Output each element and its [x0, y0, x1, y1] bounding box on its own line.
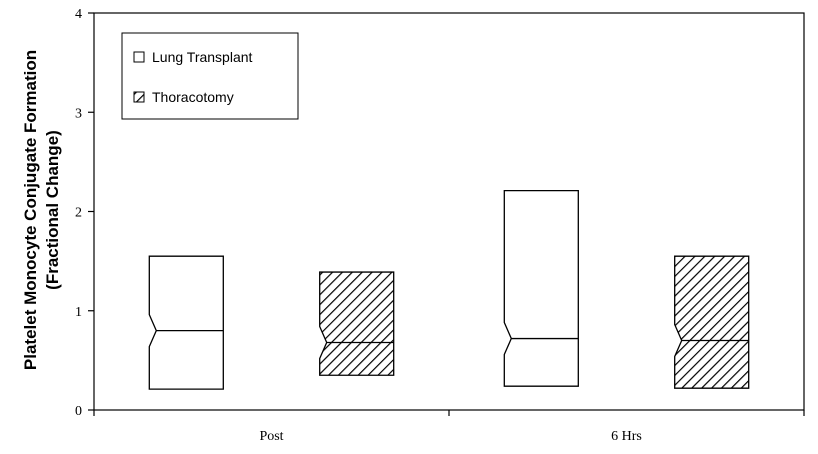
- x-tick-label-0: Post: [259, 429, 283, 444]
- box-thoracotomy-6-hrs: [674, 255, 750, 389]
- box-thoracotomy-post: [319, 271, 395, 376]
- y-tick-label-1: 1: [75, 305, 82, 320]
- y-axis-title-line-1: Platelet Monocyte Conjugate Formation: [21, 50, 40, 370]
- legend-label-lung-transplant: Lung Transplant: [152, 49, 253, 65]
- box-lung-transplant-6-hrs: [503, 190, 579, 387]
- legend-swatch-lung-transplant: [133, 51, 145, 63]
- y-axis-title-line-2: (Fractional Change): [43, 130, 62, 290]
- box-plot-series: [148, 190, 750, 390]
- legend-swatch-thoracotomy: [133, 91, 145, 103]
- x-tick-label-1: 6 Hrs: [611, 429, 642, 444]
- y-tick-label-3: 3: [75, 106, 82, 121]
- x-axis: Post 6 Hrs: [93, 410, 805, 444]
- y-tick-label-2: 2: [75, 206, 82, 221]
- legend-frame: [121, 32, 299, 120]
- legend: Lung Transplant Thoracotomy: [121, 32, 299, 120]
- y-tick-label-4: 4: [75, 7, 82, 22]
- y-axis: 0 1 2 3 4: [75, 7, 94, 419]
- box-lung-transplant-post: [148, 255, 224, 390]
- y-tick-label-0: 0: [75, 404, 82, 419]
- legend-label-thoracotomy: Thoracotomy: [152, 89, 234, 105]
